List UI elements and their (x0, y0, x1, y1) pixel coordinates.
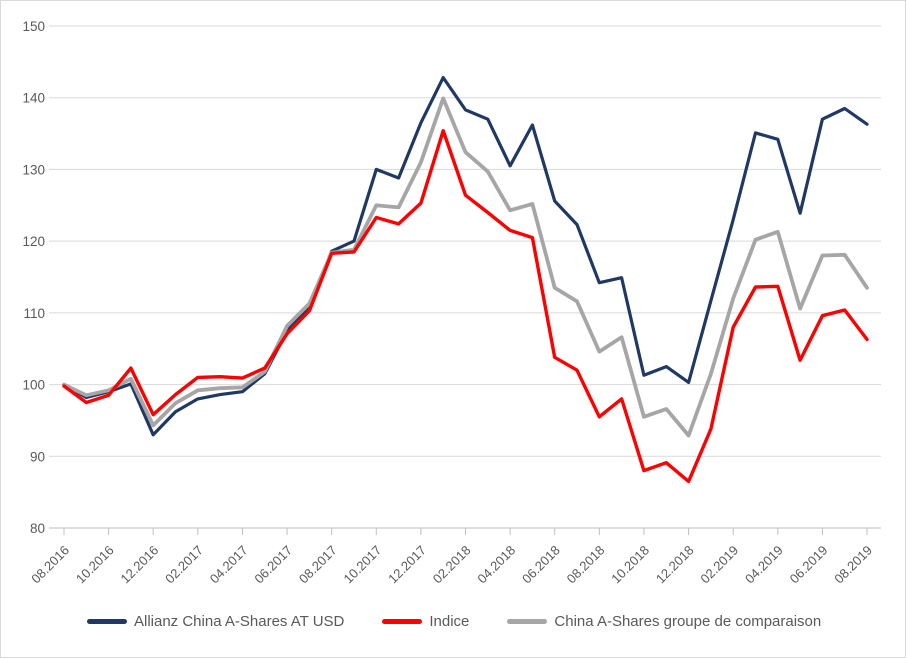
y-axis-label: 120 (22, 234, 45, 249)
x-axis-label: 10.2016 (73, 543, 117, 587)
x-axis-label: 12.2016 (118, 543, 162, 587)
x-axis-label: 06.2019 (787, 543, 831, 587)
y-axis-label: 130 (22, 162, 45, 177)
x-axis-label: 10.2017 (341, 543, 385, 587)
x-axis-label: 02.2018 (430, 543, 474, 587)
y-axis-label: 150 (22, 19, 45, 34)
y-axis-label: 110 (23, 306, 45, 321)
y-axis-label: 100 (22, 378, 45, 393)
series-line-allianz (62, 75, 869, 437)
legend-label-allianz: Allianz China A-Shares AT USD (134, 613, 345, 630)
legend-line-swatch-indice (382, 619, 423, 624)
y-axis-label: 80 (30, 521, 45, 536)
x-axis-label: 02.2019 (697, 543, 741, 587)
x-axis-label: 10.2018 (608, 543, 652, 587)
series-line-indice (62, 128, 869, 484)
legend-item-indice: Indice (382, 613, 469, 630)
x-axis-label: 06.2017 (251, 543, 295, 587)
x-axis-label: 06.2018 (519, 543, 563, 587)
legend-item-groupe-comparaison: China A-Shares groupe de comparaison (507, 613, 821, 630)
x-axis-label: 04.2018 (474, 543, 518, 587)
y-axis-label: 90 (30, 449, 45, 464)
x-axis-label: 08.2017 (296, 543, 340, 587)
x-axis-label: 08.2019 (831, 543, 875, 587)
x-axis-label: 08.2016 (28, 543, 72, 587)
y-axis-label: 140 (22, 91, 45, 106)
x-axis-label: 12.2017 (385, 543, 429, 587)
x-axis-label: 04.2019 (742, 543, 786, 587)
legend-line-swatch-allianz (87, 619, 127, 624)
x-axis-label: 12.2018 (653, 543, 697, 587)
legend-line-swatch-groupe-comparaison (507, 619, 548, 624)
chart-legend: Allianz China A-Shares AT USD Indice Chi… (87, 613, 859, 630)
legend-label-groupe-comparaison: China A-Shares groupe de comparaison (554, 613, 822, 630)
series-line-groupe-comparaison (62, 96, 869, 438)
legend-label-indice: Indice (429, 613, 470, 630)
legend-item-allianz: Allianz China A-Shares AT USD (87, 613, 344, 630)
x-axis-label: 04.2017 (207, 543, 251, 587)
x-axis-label: 08.2018 (564, 543, 608, 587)
x-axis-label: 02.2017 (162, 543, 206, 587)
